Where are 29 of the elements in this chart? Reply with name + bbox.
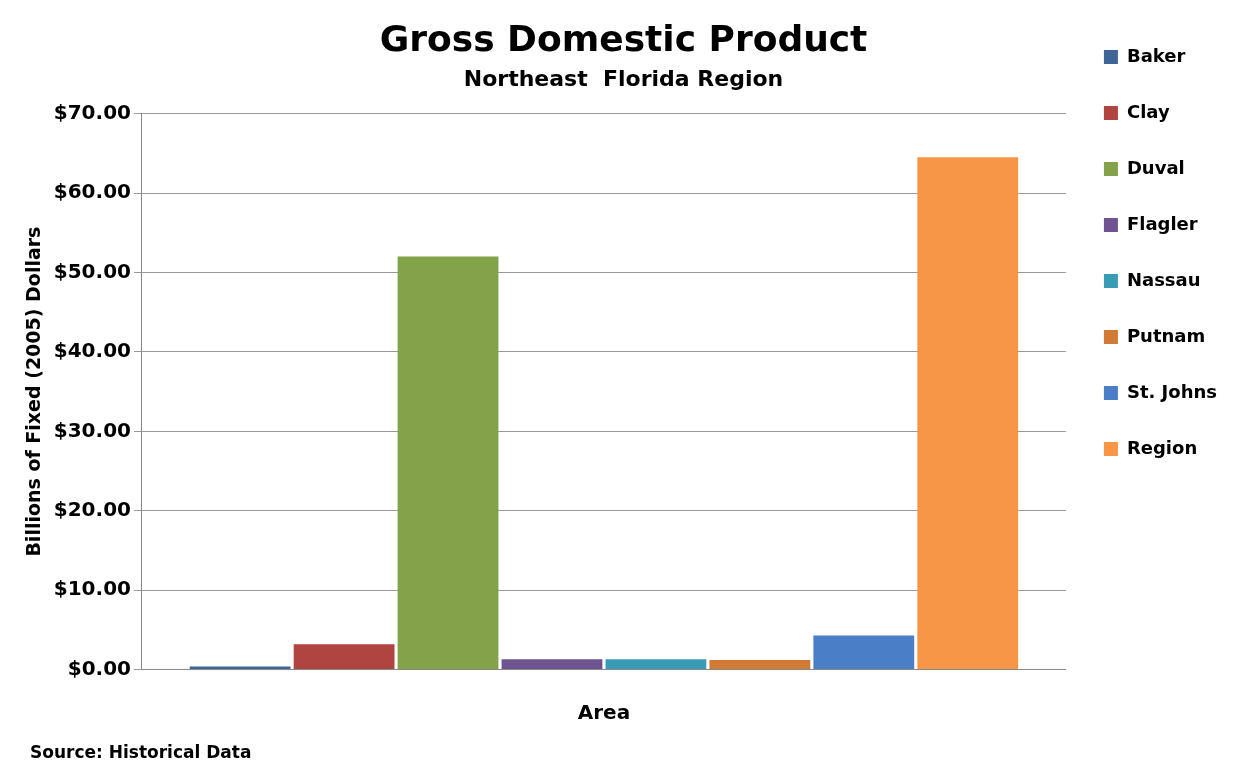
bar: [501, 659, 603, 670]
legend-label: Region: [1126, 436, 1198, 458]
y-tick-label: $20.00: [53, 496, 131, 521]
y-tick-label: $70.00: [53, 99, 131, 124]
y-axis-title: Billions of Fixed (2005) Dollars: [22, 226, 45, 557]
bar: [605, 659, 707, 670]
bar: [397, 256, 499, 670]
y-tick-label: $30.00: [53, 417, 131, 442]
source-note: Source: Historical Data: [30, 742, 252, 762]
legend-label: Clay: [1126, 100, 1170, 122]
legend-label: Nassau: [1126, 268, 1201, 290]
chart-title: Gross Domestic Product: [379, 17, 868, 59]
bar: [813, 635, 915, 670]
bar: [293, 644, 395, 670]
bar: [189, 666, 291, 670]
y-tick-label: $0.00: [67, 655, 131, 680]
legend-label: Baker: [1126, 44, 1186, 66]
chart-subtitle: Northeast Florida Region: [463, 66, 784, 92]
legend-label: Putnam: [1126, 324, 1206, 346]
bar: [917, 157, 1019, 670]
legend-label: Duval: [1126, 156, 1185, 178]
bar: [709, 660, 811, 670]
legend-label: St. Johns: [1126, 380, 1218, 402]
y-tick-label: $40.00: [53, 338, 131, 363]
legend-label: Flagler: [1126, 212, 1198, 234]
y-tick-label: $60.00: [53, 179, 131, 204]
y-tick-label: $10.00: [53, 576, 131, 601]
y-tick-label: $50.00: [53, 258, 131, 283]
x-axis-title: Area: [577, 700, 631, 725]
